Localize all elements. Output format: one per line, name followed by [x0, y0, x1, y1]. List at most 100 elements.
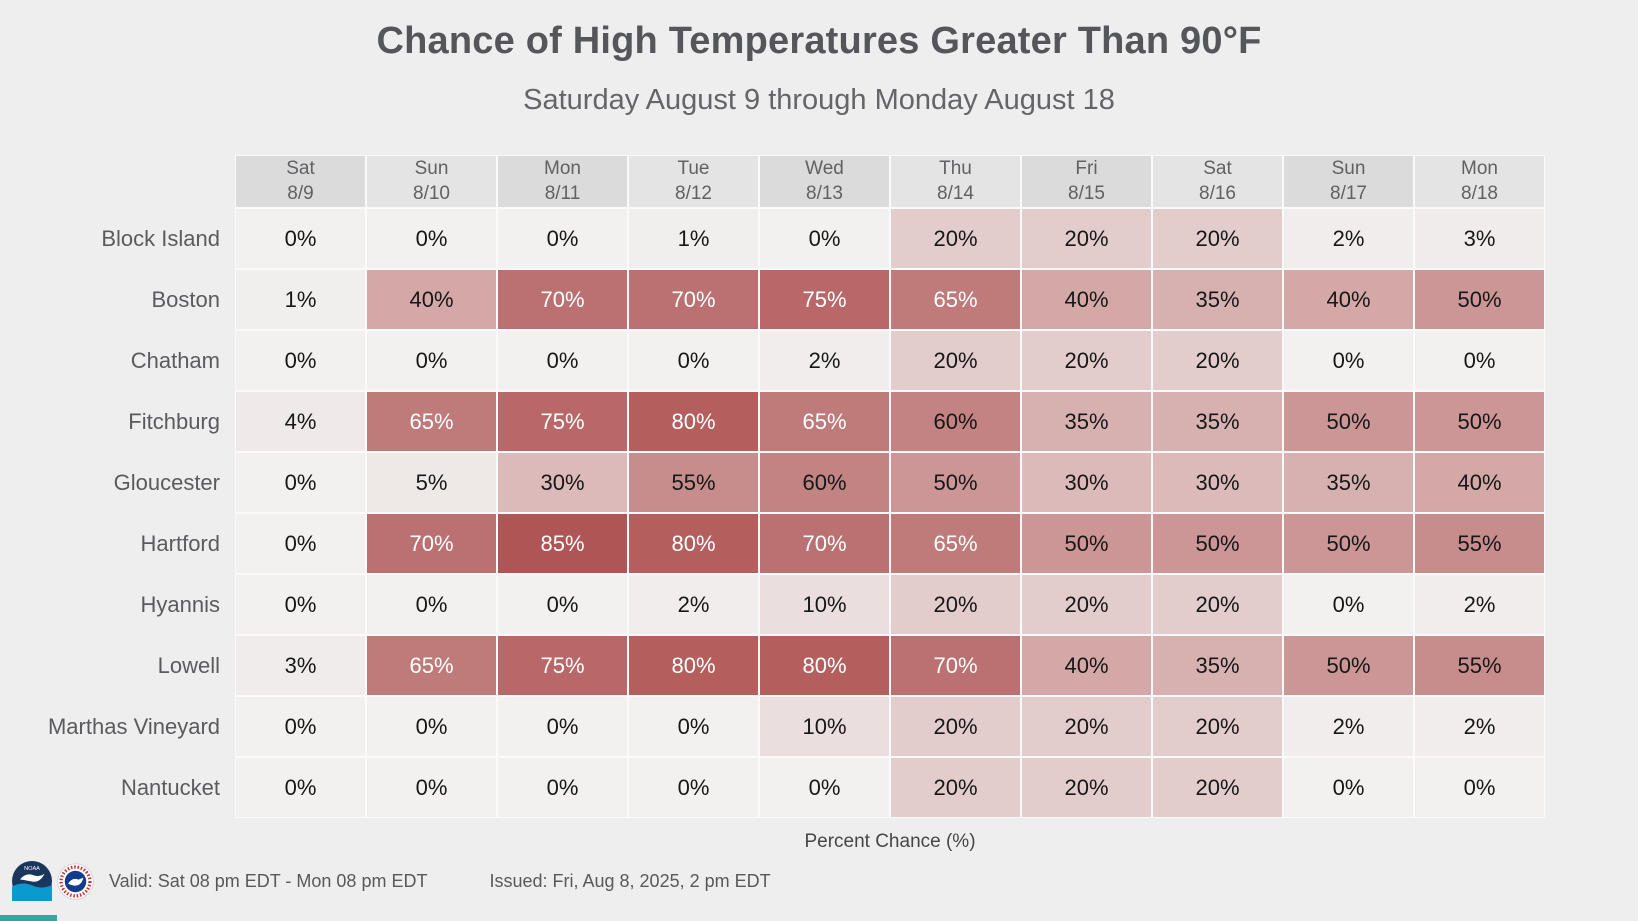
heatmap-cell: 40% [1414, 452, 1545, 513]
heatmap-cell: 20% [1152, 696, 1283, 757]
column-header: Tue 8/12 [628, 155, 759, 208]
heatmap-cell: 75% [759, 269, 890, 330]
nws-logo [57, 862, 94, 900]
heatmap-cell: 20% [1152, 574, 1283, 635]
heatmap-cell: 50% [1152, 513, 1283, 574]
footer: NOAA Valid: Sat 08 pm EDT - Mon 08 pm ED… [12, 860, 771, 902]
svg-text:NOAA: NOAA [24, 866, 40, 872]
heatmap-cell: 20% [1021, 757, 1152, 818]
row-label: Lowell [157, 652, 220, 678]
heatmap-cell: 70% [890, 635, 1021, 696]
heatmap-cell: 50% [1283, 391, 1414, 452]
heatmap-cell: 80% [628, 635, 759, 696]
heatmap-cell: 2% [1283, 208, 1414, 269]
heatmap-cell: 65% [890, 269, 1021, 330]
heatmap-cell: 2% [628, 574, 759, 635]
column-header-date: 8/14 [937, 182, 974, 204]
column-header: Fri 8/15 [1021, 155, 1152, 208]
row-label: Hartford [140, 530, 220, 556]
heatmap-cell: 0% [628, 330, 759, 391]
column-header-day: Mon [544, 157, 581, 179]
row-label: Gloucester [113, 469, 220, 495]
heatmap-cell: 50% [890, 452, 1021, 513]
heatmap-cell: 1% [628, 208, 759, 269]
column-header-day: Sat [286, 157, 315, 179]
heatmap-cell: 0% [1283, 330, 1414, 391]
heatmap-cell: 35% [1152, 391, 1283, 452]
heatmap-table: Sat 8/9 Sun 8/10 Mon 8/11 Tue 8/12 Wed 8/13 Thu 8/1… [0, 155, 1545, 818]
heatmap-cell: 1% [235, 269, 366, 330]
heatmap-cell: 40% [1021, 635, 1152, 696]
heatmap-cell: 0% [497, 757, 628, 818]
heatmap-cell: 65% [890, 513, 1021, 574]
heatmap-cell: 2% [1414, 574, 1545, 635]
heatmap-cell: 30% [497, 452, 628, 513]
column-header: Mon 8/11 [497, 155, 628, 208]
column-header-day: Sat [1203, 157, 1232, 179]
column-header-date: 8/17 [1330, 182, 1367, 204]
heatmap-cell: 40% [1021, 269, 1152, 330]
heatmap-cell: 4% [235, 391, 366, 452]
heatmap-cell: 20% [1021, 330, 1152, 391]
column-header-date: 8/13 [806, 182, 843, 204]
heatmap-cell: 40% [366, 269, 497, 330]
bottom-edge-banner [0, 915, 57, 921]
column-header-date: 8/11 [544, 182, 581, 204]
heatmap-cell: 80% [628, 513, 759, 574]
heatmap-cell: 0% [1283, 574, 1414, 635]
heatmap-cell: 65% [759, 391, 890, 452]
heatmap-cell: 0% [235, 452, 366, 513]
row-label: Chatham [130, 347, 220, 373]
heatmap-cell: 3% [1414, 208, 1545, 269]
heatmap-cell: 0% [628, 757, 759, 818]
column-header-date: 8/9 [287, 182, 314, 204]
heatmap-cell: 70% [628, 269, 759, 330]
heatmap-cell: 20% [1152, 757, 1283, 818]
heatmap-cell: 0% [235, 696, 366, 757]
column-header: Thu 8/14 [890, 155, 1021, 208]
column-header-date: 8/10 [413, 182, 450, 204]
heatmap-cell: 0% [366, 208, 497, 269]
heatmap-cell: 2% [1414, 696, 1545, 757]
column-header-day: Thu [939, 157, 972, 179]
heatmap-cell: 50% [1021, 513, 1152, 574]
column-header: Sat 8/16 [1152, 155, 1283, 208]
heatmap-cell: 55% [1414, 513, 1545, 574]
issued-text: Issued: Fri, Aug 8, 2025, 2 pm EDT [489, 870, 771, 891]
page-title: Chance of High Temperatures Greater Than… [376, 20, 1262, 62]
heatmap-cell: 20% [890, 574, 1021, 635]
heatmap-cell: 35% [1152, 635, 1283, 696]
heatmap-cell: 0% [497, 330, 628, 391]
heatmap-cell: 0% [1283, 757, 1414, 818]
heatmap-cell: 60% [890, 391, 1021, 452]
column-header-day: Sun [414, 157, 449, 179]
heatmap-cell: 70% [497, 269, 628, 330]
heatmap-cell: 0% [497, 696, 628, 757]
heatmap-cell: 10% [759, 574, 890, 635]
row-label: Block Island [101, 225, 220, 251]
heatmap-cell: 0% [235, 574, 366, 635]
heatmap-cell: 10% [759, 696, 890, 757]
heatmap-cell: 70% [366, 513, 497, 574]
heatmap-cell: 0% [497, 574, 628, 635]
row-label: Marthas Vineyard [47, 713, 220, 739]
heatmap-cell: 2% [1283, 696, 1414, 757]
heatmap-cell: 0% [235, 513, 366, 574]
heatmap-cell: 0% [759, 757, 890, 818]
row-label: Hyannis [140, 591, 220, 617]
heatmap-cell: 2% [759, 330, 890, 391]
column-header-day: Sun [1331, 157, 1366, 179]
heatmap-cell: 0% [235, 330, 366, 391]
noaa-logo: NOAA [12, 861, 52, 901]
heatmap-cell: 0% [628, 696, 759, 757]
heatmap-cell: 50% [1283, 513, 1414, 574]
heatmap-cell: 0% [366, 757, 497, 818]
value-axis-caption: Percent Chance (%) [804, 831, 976, 852]
column-header: Sat 8/9 [235, 155, 366, 208]
heatmap-cell: 0% [235, 208, 366, 269]
column-header-date: 8/12 [675, 182, 712, 204]
heatmap-cell: 3% [235, 635, 366, 696]
heatmap-cell: 80% [628, 391, 759, 452]
heatmap-cell: 20% [890, 757, 1021, 818]
column-header-day: Fri [1075, 157, 1098, 179]
